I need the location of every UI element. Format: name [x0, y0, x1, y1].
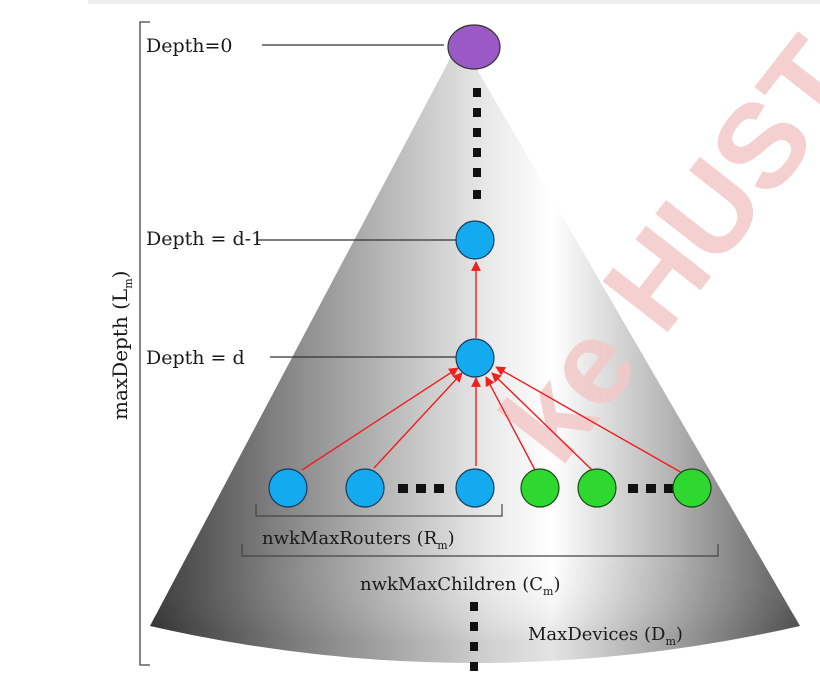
- cone-base-shade: [150, 560, 800, 663]
- end-device-node-1: [520, 468, 560, 508]
- end-device-ellipsis-dots: [628, 484, 674, 493]
- end-device-node-3: [672, 468, 712, 508]
- child-router-node-3: [455, 468, 495, 508]
- depth-0-label: Depth=0: [146, 35, 233, 57]
- max-depth-bracket: [139, 21, 150, 666]
- arrow-router-2: [373, 372, 463, 469]
- max-depth-label: maxDepth (Lm): [108, 271, 135, 420]
- nwk-max-children-label: nwkMaxChildren (Cm): [360, 574, 560, 598]
- arrow-router-1: [301, 367, 459, 471]
- depth-continuation-dots: [470, 602, 478, 671]
- router-node-depth-d-minus-1: [455, 220, 495, 260]
- child-router-node-2: [345, 468, 385, 508]
- arrow-end-device-3: [495, 366, 685, 475]
- top-strip: [88, 0, 820, 4]
- nwk-max-routers-label: nwkMaxRouters (Rm): [262, 528, 455, 552]
- nwk-max-children-bracket: [241, 544, 719, 557]
- parent-child-arrows: [301, 261, 685, 475]
- coordinator-node: [447, 24, 501, 70]
- depth-d-label: Depth = d: [146, 347, 245, 369]
- end-device-node-2: [577, 468, 617, 508]
- child-router-node-1: [268, 468, 308, 508]
- router-ellipsis-dots: [398, 484, 444, 493]
- depth-d-minus-1-label: Depth = d-1: [146, 228, 263, 250]
- arrow-end-device-2: [491, 372, 593, 471]
- max-devices-label: MaxDevices (Dm): [528, 624, 683, 648]
- router-node-depth-d: [455, 338, 495, 378]
- root-to-depth-dots: [473, 88, 481, 199]
- arrow-end-device-1: [485, 376, 536, 471]
- nwk-max-routers-bracket: [255, 504, 503, 517]
